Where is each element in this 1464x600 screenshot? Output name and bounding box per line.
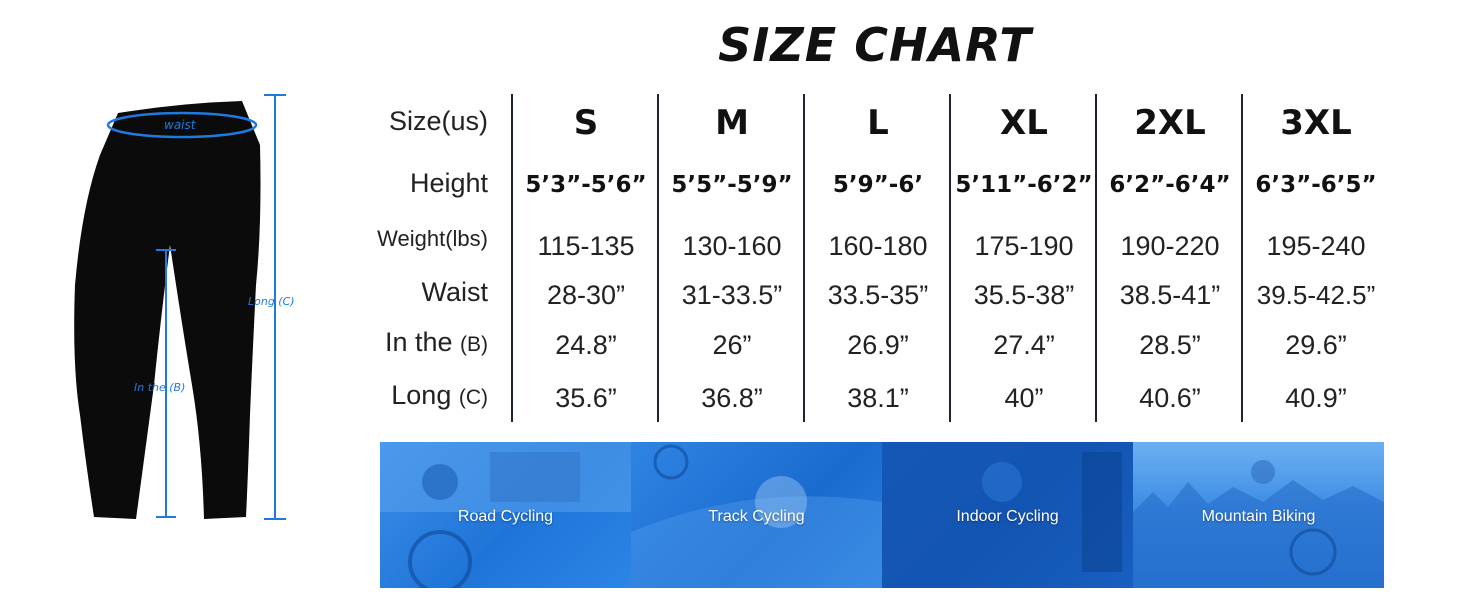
row-label-text: Size(us) xyxy=(388,106,488,136)
road-cycling-image xyxy=(380,442,631,588)
row-label-waist: Waist xyxy=(330,277,489,308)
waist-measure-ellipse xyxy=(106,111,258,139)
row-label-text: Height xyxy=(409,168,488,198)
activity-banner: Road Cycling Track Cycling Indoor Cyclin… xyxy=(380,442,1384,588)
row-label-inseam: In the (B) xyxy=(330,327,488,358)
activity-panel-road-cycling: Road Cycling xyxy=(380,442,631,588)
inseam-cell: 28.5” xyxy=(1139,330,1201,360)
track-cycling-image xyxy=(631,444,882,588)
column-divider xyxy=(511,94,513,422)
waist-cell: 33.5-35” xyxy=(827,280,929,310)
height-cell: 5’9”-6’ xyxy=(832,172,924,198)
column-divider xyxy=(949,94,951,422)
size-header: XL xyxy=(1000,103,1048,143)
height-cell: 6’2”-6’4” xyxy=(1109,172,1231,198)
row-label-height: Height xyxy=(330,168,488,199)
activity-label: Road Cycling xyxy=(457,508,554,525)
weight-cell: 130-160 xyxy=(682,231,782,261)
column-divider xyxy=(657,94,659,422)
inseam-cell: 27.4” xyxy=(993,330,1055,360)
row-label-weight: Weight(lbs) xyxy=(330,226,488,252)
column-divider xyxy=(803,94,805,422)
height-cell: 6’3”-6’5” xyxy=(1255,172,1377,198)
mountain-biking-image xyxy=(1133,460,1384,588)
waist-cell: 28-30” xyxy=(546,280,626,310)
activity-panel-mountain-biking: Mountain Biking xyxy=(1133,442,1384,588)
row-label-text: Waist xyxy=(421,277,489,307)
pants-figure: waist In the (B) Long (C) xyxy=(60,85,320,535)
activity-label: Mountain Biking xyxy=(1201,508,1316,525)
activity-panel-track-cycling: Track Cycling xyxy=(631,442,882,588)
long-cell: 38.1” xyxy=(847,383,909,413)
row-label-text: Weight(lbs) xyxy=(377,226,488,251)
size-header: M xyxy=(715,103,749,143)
inseam-cell: 24.8” xyxy=(555,330,617,360)
waist-label: waist xyxy=(164,118,197,132)
activity-label: Indoor Cycling xyxy=(956,508,1059,525)
inseam-label: In the (B) xyxy=(134,381,185,394)
indoor-cycling-image xyxy=(882,442,1133,588)
row-label-long: Long (C) xyxy=(330,380,488,411)
pants-illustration: waist In the (B) Long (C) xyxy=(74,94,295,520)
row-label-text: In the xyxy=(384,327,460,357)
waist-cell: 38.5-41” xyxy=(1119,280,1221,310)
inseam-cell: 26” xyxy=(712,330,752,360)
row-label-suffix: (C) xyxy=(458,386,488,409)
waist-cell: 31-33.5” xyxy=(681,280,783,310)
long-cell: 40” xyxy=(1004,383,1044,413)
height-cell: 5’11”-6’2” xyxy=(955,172,1093,198)
inseam-cell: 29.6” xyxy=(1285,330,1347,360)
row-label-size: Size(us) xyxy=(330,106,488,137)
long-cell: 36.8” xyxy=(701,383,763,413)
size-header: 3XL xyxy=(1280,103,1352,143)
long-cell: 40.9” xyxy=(1285,383,1347,413)
waist-cell: 35.5-38” xyxy=(973,280,1075,310)
weight-cell: 175-190 xyxy=(974,231,1074,261)
row-label-suffix: (B) xyxy=(460,333,488,356)
size-header: L xyxy=(867,103,889,143)
size-header: 2XL xyxy=(1134,103,1206,143)
long-label: Long (C) xyxy=(248,295,295,308)
height-cell: 5’3”-5’6” xyxy=(525,172,647,198)
weight-cell: 195-240 xyxy=(1266,231,1366,261)
activity-panel-indoor-cycling: Indoor Cycling xyxy=(882,442,1133,588)
page-title: SIZE CHART xyxy=(718,18,1032,72)
weight-cell: 160-180 xyxy=(828,231,928,261)
column-divider xyxy=(1095,94,1097,422)
weight-cell: 190-220 xyxy=(1120,231,1220,261)
weight-cell: 115-135 xyxy=(537,231,635,261)
waist-cell: 39.5-42.5” xyxy=(1256,280,1376,310)
row-label-text: Long xyxy=(391,380,459,410)
column-divider xyxy=(1241,94,1243,422)
long-cell: 35.6” xyxy=(555,383,617,413)
inseam-cell: 26.9” xyxy=(847,330,909,360)
pants-silhouette xyxy=(74,101,261,519)
long-cell: 40.6” xyxy=(1139,383,1201,413)
height-cell: 5’5”-5’9” xyxy=(671,172,793,198)
size-header: S xyxy=(573,103,599,143)
activity-label: Track Cycling xyxy=(708,508,805,525)
